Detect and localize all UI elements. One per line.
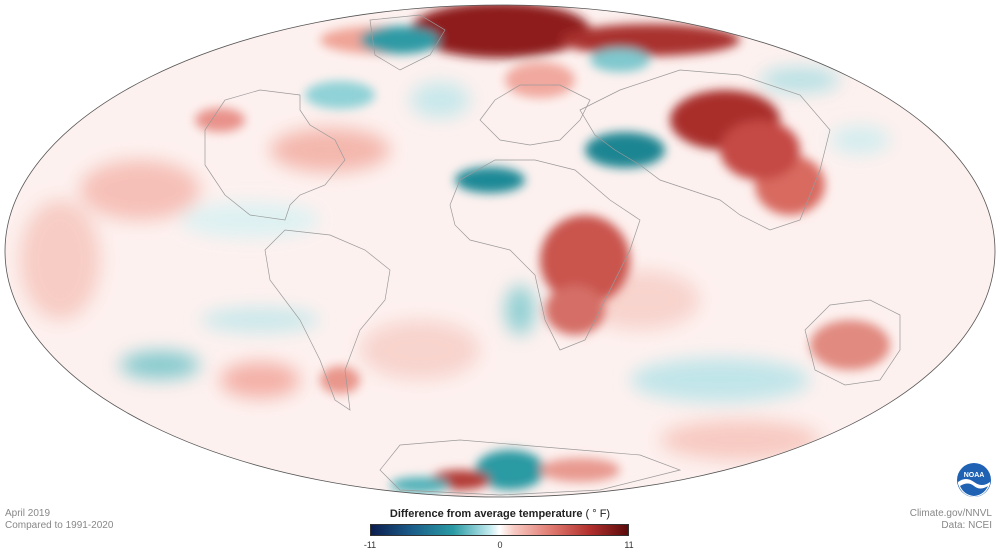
north-africa-cool-anomaly (455, 167, 525, 193)
legend-max-label: 11 (624, 540, 634, 550)
map-date: April 2019 (5, 508, 51, 519)
map-metadata-right: Climate.gov/NNVL Data: NCEI (910, 508, 992, 532)
noaa-logo-icon: NOAA (957, 463, 991, 497)
central-africa-warm-anomaly (540, 215, 630, 305)
middle-east-cool-anomaly (585, 132, 665, 168)
map-outline (4, 4, 996, 498)
map-credit: Climate.gov/NNVL (909, 508, 992, 519)
australia-warm-anomaly (810, 320, 890, 370)
map-surface (5, 5, 995, 497)
world-temperature-anomaly-map (4, 4, 996, 498)
legend-title: Difference from average temperature ( ° … (370, 508, 630, 520)
legend-mid-label: 0 (497, 540, 503, 550)
legend-min-label: -11 (363, 540, 377, 550)
map-source: Data: NCEI (941, 520, 992, 531)
noaa-logo-text: NOAA (964, 472, 985, 479)
map-metadata-left: April 2019 Compared to 1991-2020 (5, 508, 113, 532)
greenland-cool-anomaly (360, 26, 440, 54)
legend-title-text: Difference from average temperature (389, 508, 583, 520)
legend-color-bar (370, 524, 629, 536)
map-baseline: Compared to 1991-2020 (5, 520, 114, 531)
antarctica-mixed-anomaly (475, 450, 545, 490)
arctic-warm-anomaly (410, 5, 590, 58)
legend-unit: ( ° F) (585, 508, 611, 520)
coastlines (204, 14, 901, 496)
